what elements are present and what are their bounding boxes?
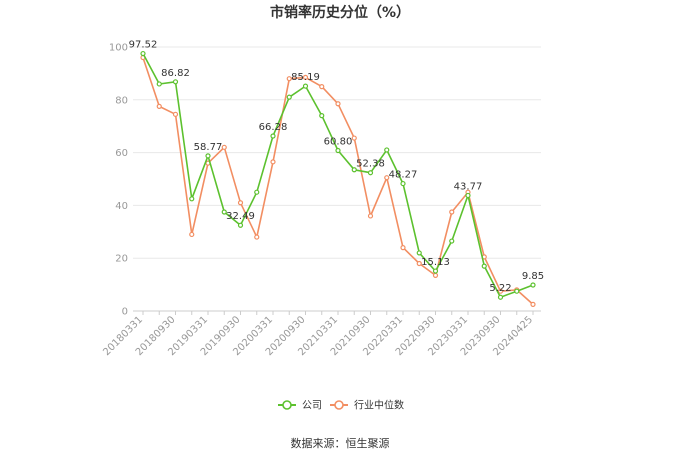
data-label: 85.19 [291, 72, 320, 83]
data-label: 32.49 [226, 211, 255, 222]
legend-swatch-marker [334, 400, 344, 410]
data-point [156, 103, 162, 110]
data-point [530, 301, 536, 307]
data-label: 97.52 [129, 40, 158, 51]
data-point [302, 83, 309, 89]
data-point [497, 288, 504, 294]
data-point [254, 234, 260, 240]
y-tick-label: 80 [115, 95, 128, 106]
data-label: 48.27 [389, 170, 418, 181]
legend-label: 公司 [302, 401, 322, 412]
series-layer [140, 50, 536, 307]
data-point [384, 175, 390, 181]
data-point [481, 263, 487, 269]
data-label: 52.38 [356, 159, 385, 170]
data-point [205, 153, 211, 159]
data-point [367, 170, 374, 176]
axes: 0204060801002018033120180930201903312019… [101, 43, 541, 358]
data-point [172, 79, 179, 85]
data-point [156, 81, 162, 87]
data-label: 66.28 [259, 122, 288, 133]
data-point [270, 133, 276, 139]
data-point [367, 213, 374, 219]
y-tick-label: 0 [122, 307, 128, 318]
y-tick-label: 60 [115, 148, 128, 159]
data-point [432, 272, 439, 278]
data-label: 5.22 [489, 283, 511, 294]
data-point [449, 238, 455, 244]
data-point [351, 167, 357, 173]
y-tick-label: 20 [115, 254, 128, 265]
legend-label: 行业中位数 [354, 399, 404, 412]
y-tick-label: 40 [115, 201, 128, 212]
data-point [400, 245, 406, 251]
data-label: 43.77 [454, 181, 483, 192]
data-point [286, 94, 292, 100]
data-label: 58.77 [194, 142, 223, 153]
data-point [335, 147, 341, 154]
data-point [416, 250, 422, 256]
source-note: 数据来源：恒生聚源 [291, 436, 390, 450]
data-point [286, 76, 292, 82]
data-label: 9.85 [522, 271, 544, 282]
data-point [237, 200, 244, 206]
series-line [142, 53, 534, 299]
data-point [302, 74, 309, 80]
data-point [351, 135, 357, 141]
data-point [221, 144, 227, 150]
chart-title: 市销率历史分位（%） [270, 4, 410, 21]
data-point [497, 294, 504, 300]
data-point [530, 282, 536, 288]
legend-swatch-marker [282, 400, 292, 410]
legend: 公司 行业中位数 [278, 399, 404, 412]
data-point [140, 50, 146, 57]
y-tick-label: 100 [109, 43, 128, 54]
data-point [400, 180, 406, 187]
data-label: 60.80 [324, 136, 353, 147]
data-point [514, 288, 520, 294]
data-point [237, 222, 244, 228]
data-point [172, 111, 179, 117]
data-point [270, 159, 276, 165]
data-point [189, 231, 195, 238]
data-point [449, 209, 455, 215]
data-point [335, 101, 341, 107]
data-point [416, 260, 422, 267]
data-label: 86.82 [161, 68, 190, 79]
data-point [254, 189, 260, 195]
data-point [432, 268, 439, 274]
data-label: 15.13 [421, 257, 450, 268]
data-labels: 97.52 86.82 58.77 32.49 66.28 85.19 60.80 52.38… [129, 40, 544, 295]
data-point [189, 196, 195, 202]
data-point [221, 209, 227, 215]
data-point [319, 83, 325, 90]
data-point [319, 113, 325, 119]
data-point [465, 192, 471, 199]
data-point [384, 147, 390, 153]
